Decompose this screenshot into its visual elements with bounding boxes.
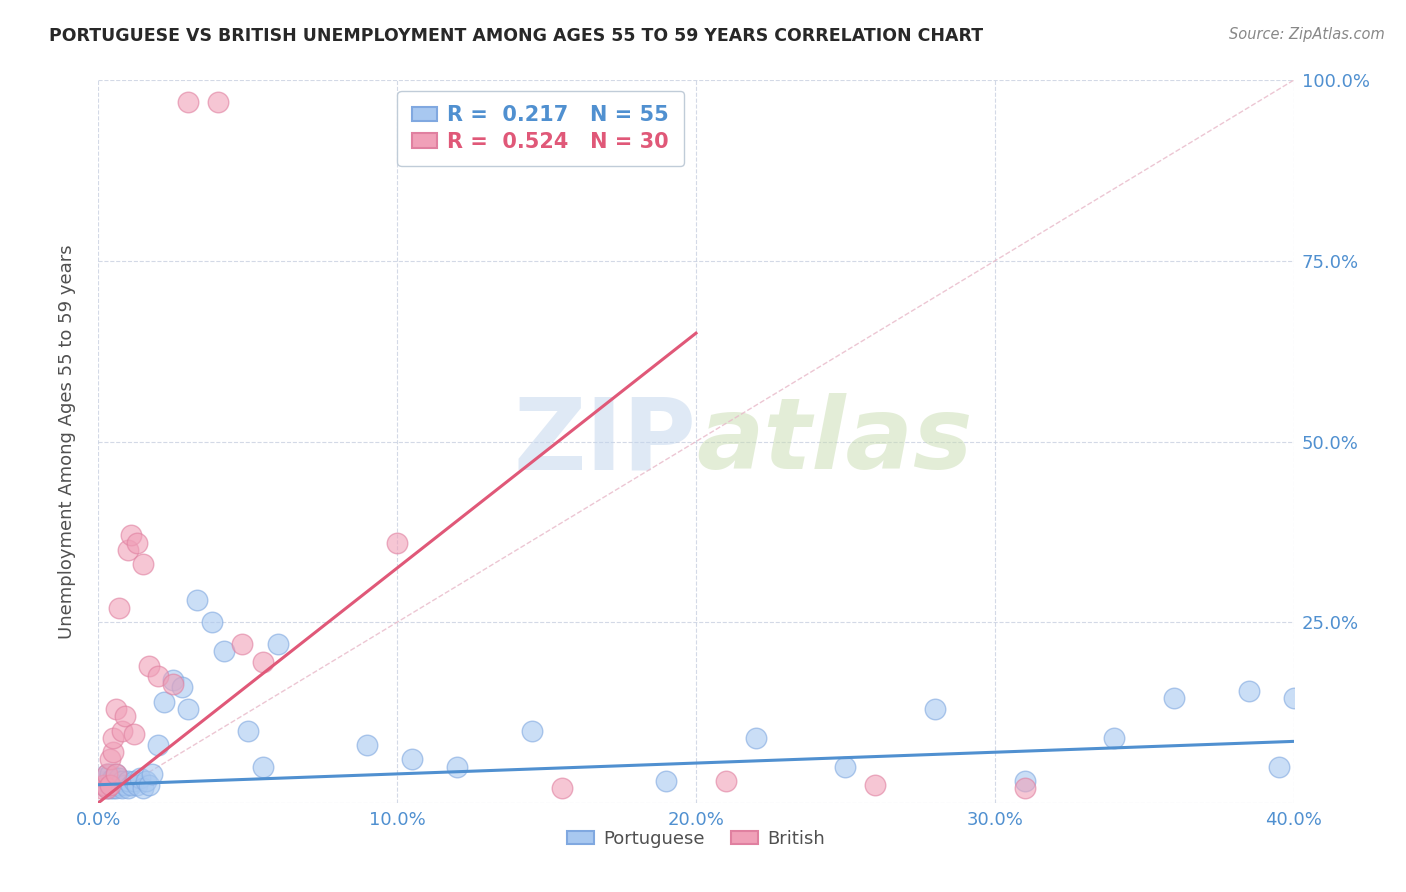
- Y-axis label: Unemployment Among Ages 55 to 59 years: Unemployment Among Ages 55 to 59 years: [58, 244, 76, 639]
- Point: [1237, 683, 1260, 698]
- Point: [105, 702, 128, 716]
- Point: [834, 760, 856, 774]
- Point: [135, 774, 157, 789]
- Point: [90, 774, 112, 789]
- Point: [117, 542, 139, 557]
- Point: [446, 760, 468, 774]
- Point: [1014, 781, 1036, 796]
- Point: [111, 723, 134, 738]
- Point: [90, 781, 112, 796]
- Point: [114, 709, 136, 723]
- Point: [127, 778, 149, 792]
- Point: [231, 637, 253, 651]
- Point: [865, 778, 887, 792]
- Point: [103, 778, 125, 792]
- Point: [105, 774, 128, 789]
- Point: [267, 637, 290, 651]
- Point: [96, 781, 118, 796]
- Point: [93, 778, 115, 792]
- Point: [550, 781, 572, 796]
- Point: [141, 767, 163, 781]
- Point: [98, 774, 122, 789]
- Point: [98, 781, 122, 796]
- Point: [520, 723, 543, 738]
- Point: [924, 702, 946, 716]
- Point: [162, 673, 184, 687]
- Point: [1267, 760, 1289, 774]
- Point: [96, 767, 118, 781]
- Point: [105, 781, 128, 796]
- Point: [98, 767, 122, 781]
- Text: PORTUGUESE VS BRITISH UNEMPLOYMENT AMONG AGES 55 TO 59 YEARS CORRELATION CHART: PORTUGUESE VS BRITISH UNEMPLOYMENT AMONG…: [49, 27, 983, 45]
- Point: [172, 680, 194, 694]
- Point: [96, 774, 118, 789]
- Point: [117, 774, 139, 789]
- Point: [177, 702, 200, 716]
- Point: [105, 767, 128, 781]
- Text: ZIP: ZIP: [513, 393, 696, 490]
- Point: [108, 600, 131, 615]
- Point: [96, 767, 118, 781]
- Point: [98, 752, 122, 766]
- Point: [252, 760, 274, 774]
- Point: [401, 752, 423, 766]
- Point: [93, 771, 115, 785]
- Point: [120, 778, 142, 792]
- Point: [93, 778, 115, 792]
- Point: [186, 593, 208, 607]
- Point: [132, 558, 155, 572]
- Point: [111, 774, 134, 789]
- Point: [124, 727, 146, 741]
- Point: [385, 535, 409, 549]
- Point: [201, 615, 224, 630]
- Point: [212, 644, 235, 658]
- Point: [127, 535, 149, 549]
- Point: [207, 95, 229, 109]
- Point: [356, 738, 378, 752]
- Text: Source: ZipAtlas.com: Source: ZipAtlas.com: [1229, 27, 1385, 42]
- Point: [132, 781, 155, 796]
- Point: [111, 781, 134, 796]
- Point: [745, 731, 768, 745]
- Point: [108, 771, 131, 785]
- Point: [124, 774, 146, 789]
- Point: [103, 745, 125, 759]
- Point: [103, 781, 125, 796]
- Point: [96, 781, 118, 796]
- Point: [1104, 731, 1126, 745]
- Point: [98, 778, 122, 792]
- Point: [148, 738, 170, 752]
- Point: [103, 731, 125, 745]
- Point: [138, 658, 160, 673]
- Point: [153, 695, 176, 709]
- Point: [117, 781, 139, 796]
- Point: [138, 778, 160, 792]
- Text: atlas: atlas: [696, 393, 973, 490]
- Point: [108, 778, 131, 792]
- Point: [1163, 691, 1185, 706]
- Point: [1014, 774, 1036, 789]
- Legend: Portuguese, British: Portuguese, British: [560, 822, 832, 855]
- Point: [252, 655, 274, 669]
- Point: [129, 771, 152, 785]
- Point: [177, 95, 200, 109]
- Point: [103, 771, 125, 785]
- Point: [1282, 691, 1305, 706]
- Point: [714, 774, 737, 789]
- Point: [114, 778, 136, 792]
- Point: [148, 669, 170, 683]
- Point: [655, 774, 678, 789]
- Point: [105, 767, 128, 781]
- Point: [236, 723, 259, 738]
- Point: [120, 528, 142, 542]
- Point: [162, 676, 184, 690]
